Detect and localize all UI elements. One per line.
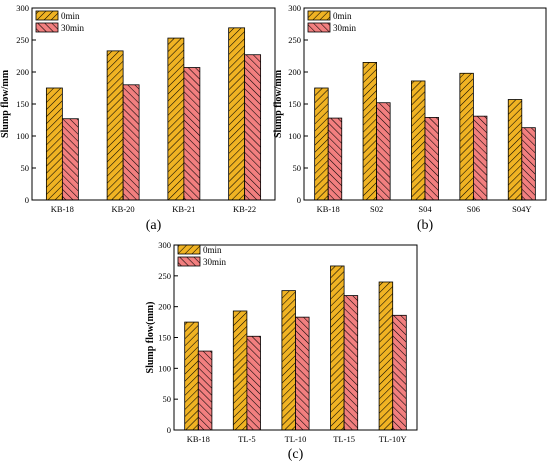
x-tick-label: S02	[370, 204, 383, 214]
bar-0min	[378, 281, 394, 431]
panel-caption: (b)	[417, 218, 434, 233]
bar-0min	[459, 72, 474, 201]
bar-30min	[327, 117, 343, 201]
bar-0min	[314, 87, 329, 201]
legend-swatch-30min	[177, 256, 201, 267]
bar-0min	[45, 87, 63, 201]
x-tick-label: KB-20	[112, 204, 135, 214]
legend-swatch-30min	[35, 22, 59, 33]
y-tick-label: 100	[16, 131, 29, 141]
y-tick-label: 250	[288, 35, 301, 45]
y-tick-label: 250	[158, 271, 171, 281]
x-tick-label: TL-5	[238, 434, 255, 444]
x-tick-label: TL-15	[333, 434, 355, 444]
bar-0min	[228, 27, 246, 201]
y-axis-label: Slump flow(mm)	[145, 302, 156, 374]
y-tick-label: 200	[158, 302, 171, 312]
y-tick-label: 50	[21, 163, 30, 173]
bar-0min	[507, 99, 523, 201]
bar-0min	[106, 50, 124, 201]
y-tick-label: 0	[25, 195, 29, 205]
y-tick-label: 150	[16, 99, 29, 109]
bar-0min	[411, 80, 426, 201]
legend-label-30min: 30min	[61, 23, 85, 33]
legend-swatch-0min	[177, 244, 201, 255]
x-tick-label: KB-22	[233, 204, 256, 214]
legend-label-0min: 0min	[61, 11, 80, 21]
legend-label-0min: 0min	[203, 245, 222, 255]
legend-label-0min: 0min	[333, 11, 352, 21]
x-tick-label: TL-10Y	[379, 434, 407, 444]
bar-0min	[281, 290, 296, 431]
y-axis-label: Slump flow/mm	[273, 69, 284, 138]
legend-swatch-0min	[307, 10, 331, 21]
legend-label-30min: 30min	[333, 23, 357, 33]
y-tick-label: 100	[158, 363, 171, 373]
x-tick-label: TL-10	[285, 434, 307, 444]
y-tick-label: 250	[16, 35, 29, 45]
y-tick-label: 50	[163, 394, 172, 404]
bar-0min	[184, 321, 199, 431]
x-tick-label: KB-18	[51, 204, 74, 214]
bar-30min	[61, 118, 79, 201]
bar-30min	[295, 316, 310, 431]
bar-30min	[244, 54, 262, 201]
x-tick-label: S04	[418, 204, 432, 214]
bar-0min	[167, 37, 185, 201]
y-tick-label: 300	[16, 3, 29, 13]
bar-30min	[424, 117, 439, 201]
bar-0min	[330, 265, 345, 431]
y-tick-label: 50	[293, 163, 302, 173]
y-tick-label: 300	[288, 3, 301, 13]
bar-30min	[246, 335, 261, 431]
legend-swatch-30min	[307, 22, 331, 33]
bar-30min	[376, 102, 391, 201]
y-tick-label: 150	[158, 333, 171, 343]
panel-caption: (a)	[146, 218, 162, 233]
bar-0min	[362, 62, 378, 201]
bar-30min	[472, 115, 488, 201]
y-axis-label: Slump flow/mm	[0, 69, 11, 138]
y-tick-label: 0	[297, 195, 301, 205]
panel-caption: (c)	[288, 447, 304, 462]
y-tick-label: 200	[16, 67, 29, 77]
bar-30min	[197, 350, 213, 431]
legend-swatch-0min	[35, 10, 59, 21]
bar-30min	[343, 295, 359, 431]
y-tick-label: 100	[288, 131, 301, 141]
bar-30min	[521, 127, 536, 201]
bar-0min	[232, 310, 248, 431]
y-tick-label: 0	[167, 425, 171, 435]
y-tick-label: 150	[288, 99, 301, 109]
bar-30min	[122, 84, 140, 201]
legend-label-30min: 30min	[203, 257, 227, 267]
x-tick-label: S06	[467, 204, 480, 214]
y-tick-label: 300	[158, 240, 171, 250]
y-tick-label: 200	[288, 67, 301, 77]
x-tick-label: KB-18	[317, 204, 340, 214]
bar-30min	[183, 67, 201, 201]
bar-30min	[392, 314, 407, 431]
x-tick-label: S04Y	[512, 204, 531, 214]
x-tick-label: KB-18	[187, 434, 210, 444]
x-tick-label: KB-21	[172, 204, 195, 214]
